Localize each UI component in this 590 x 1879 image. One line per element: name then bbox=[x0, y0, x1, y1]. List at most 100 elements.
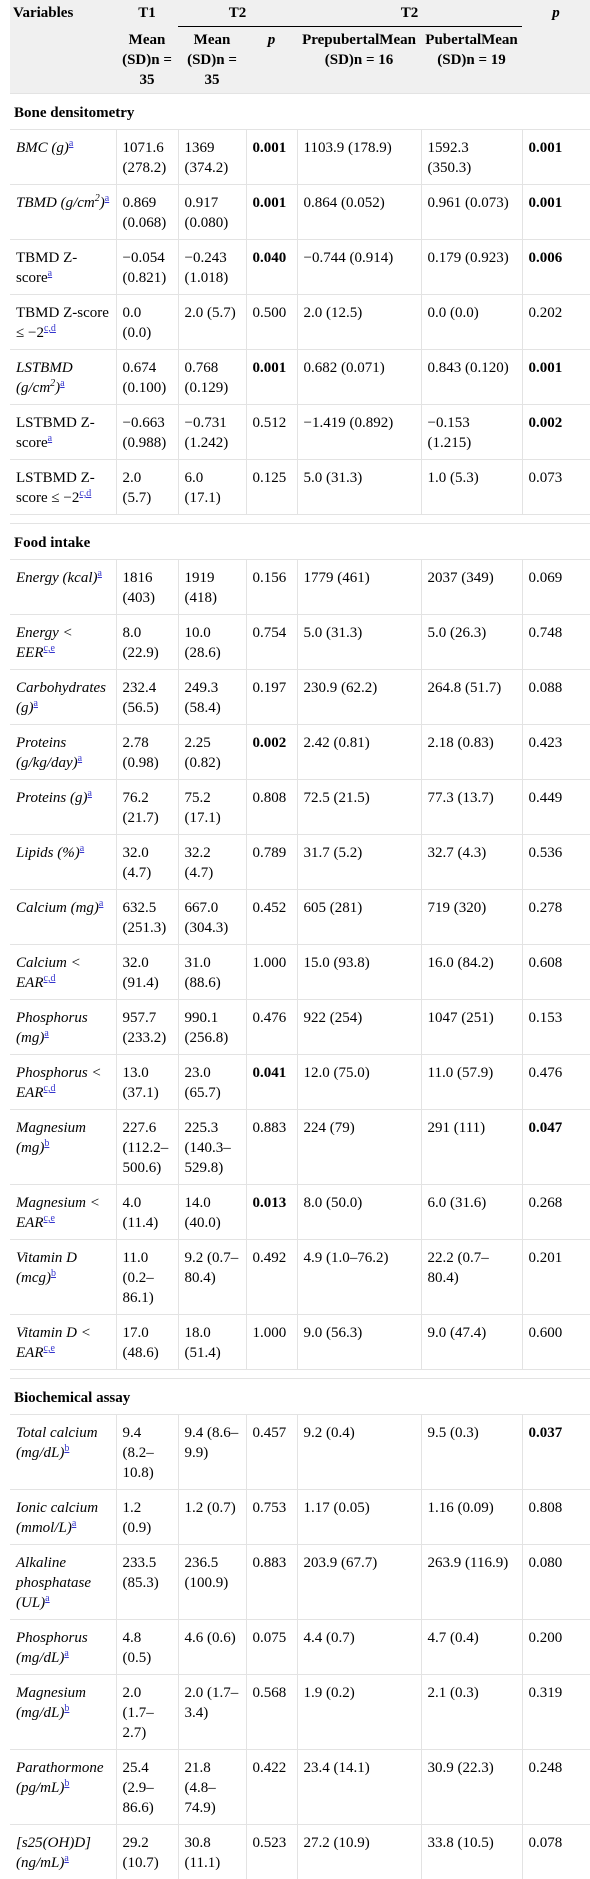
cell-t1: 11.0 (0.2–86.1) bbox=[116, 1240, 178, 1315]
footnote-link[interactable]: c,d bbox=[44, 1083, 56, 1094]
cell-p: 0.883 bbox=[246, 1545, 297, 1620]
variable-cell: Lipids (%)a bbox=[10, 835, 116, 890]
cell-p: 0.040 bbox=[246, 240, 297, 295]
footnote-link[interactable]: b bbox=[44, 1138, 49, 1149]
cell-t1: 13.0 (37.1) bbox=[116, 1055, 178, 1110]
cell-p2: 0.608 bbox=[522, 945, 590, 1000]
header-pubertal: PubertalMean (SD)n = 19 bbox=[421, 27, 522, 94]
cell-p: 0.512 bbox=[246, 405, 297, 460]
variable-cell: Vitamin D (mcg)b bbox=[10, 1240, 116, 1315]
cell-pub: 0.843 (0.120) bbox=[421, 350, 522, 405]
footnote-link[interactable]: a bbox=[64, 1853, 68, 1864]
cell-p2: 0.248 bbox=[522, 1750, 590, 1825]
footnote-link[interactable]: c,e bbox=[44, 1213, 55, 1224]
cell-p: 0.476 bbox=[246, 1000, 297, 1055]
cell-p: 1.000 bbox=[246, 945, 297, 1000]
cell-p2: 0.088 bbox=[522, 670, 590, 725]
cell-t1: 0.869 (0.068) bbox=[116, 185, 178, 240]
cell-pre: 72.5 (21.5) bbox=[297, 780, 421, 835]
footnote-link[interactable]: a bbox=[69, 138, 73, 149]
cell-pub: 9.0 (47.4) bbox=[421, 1315, 522, 1370]
cell-pub: 22.2 (0.7–80.4) bbox=[421, 1240, 522, 1315]
footnote-link[interactable]: b bbox=[64, 1443, 69, 1454]
footnote-link[interactable]: a bbox=[45, 1593, 49, 1604]
variable-cell: Magnesium (mg/dL)b bbox=[10, 1675, 116, 1750]
cell-p2: 0.319 bbox=[522, 1675, 590, 1750]
cell-t1: 76.2 (21.7) bbox=[116, 780, 178, 835]
cell-t2: 225.3 (140.3–529.8) bbox=[178, 1110, 246, 1185]
cell-pre: 1103.9 (178.9) bbox=[297, 130, 421, 185]
cell-pre: −0.744 (0.914) bbox=[297, 240, 421, 295]
footnote-link[interactable]: a bbox=[97, 568, 101, 579]
cell-p: 0.808 bbox=[246, 780, 297, 835]
cell-pub: 5.0 (26.3) bbox=[421, 615, 522, 670]
variable-cell: Calcium < EARc,d bbox=[10, 945, 116, 1000]
variable-label: Proteins (g) bbox=[16, 790, 88, 806]
cell-t1: 233.5 (85.3) bbox=[116, 1545, 178, 1620]
cell-t2: −0.731 (1.242) bbox=[178, 405, 246, 460]
footnote-link[interactable]: a bbox=[80, 843, 84, 854]
cell-p2: 0.002 bbox=[522, 405, 590, 460]
header-empty-p bbox=[522, 27, 590, 94]
footnote-link[interactable]: b bbox=[64, 1703, 69, 1714]
footnote-link[interactable]: a bbox=[78, 753, 82, 764]
footnote-link[interactable]: c,d bbox=[79, 488, 91, 499]
variable-cell: LSTBMD (g/cm2)a bbox=[10, 350, 116, 405]
cell-t1: 32.0 (4.7) bbox=[116, 835, 178, 890]
footnote-link[interactable]: a bbox=[105, 193, 109, 204]
footnote-link[interactable]: a bbox=[64, 1648, 68, 1659]
variable-cell: BMC (g)a bbox=[10, 130, 116, 185]
cell-t2: 18.0 (51.4) bbox=[178, 1315, 246, 1370]
footnote-link[interactable]: b bbox=[51, 1268, 56, 1279]
footnote-link[interactable]: a bbox=[44, 1028, 48, 1039]
footnote-link[interactable]: a bbox=[99, 898, 103, 909]
footnote-link[interactable]: a bbox=[60, 378, 64, 389]
cell-pre: 15.0 (93.8) bbox=[297, 945, 421, 1000]
cell-pre: −1.419 (0.892) bbox=[297, 405, 421, 460]
cell-pre: 23.4 (14.1) bbox=[297, 1750, 421, 1825]
footnote-link[interactable]: b bbox=[64, 1778, 69, 1789]
cell-p2: 0.200 bbox=[522, 1620, 590, 1675]
footnote-link[interactable]: a bbox=[72, 1518, 76, 1529]
footnote-link[interactable]: a bbox=[48, 433, 52, 444]
cell-pub: 2.1 (0.3) bbox=[421, 1675, 522, 1750]
variable-label: Phosphorus (mg) bbox=[16, 1010, 88, 1046]
footnote-link[interactable]: a bbox=[48, 268, 52, 279]
variable-cell: LSTBMD Z-score ≤ −2c,d bbox=[10, 460, 116, 515]
footnote-link[interactable]: c,d bbox=[44, 323, 56, 334]
cell-t2: 32.2 (4.7) bbox=[178, 835, 246, 890]
cell-p2: 0.449 bbox=[522, 780, 590, 835]
footnote-link[interactable]: a bbox=[88, 788, 92, 799]
cell-p: 0.883 bbox=[246, 1110, 297, 1185]
cell-p2: 0.001 bbox=[522, 350, 590, 405]
cell-t2: 667.0 (304.3) bbox=[178, 890, 246, 945]
variable-cell: Calcium (mg)a bbox=[10, 890, 116, 945]
section-row: Biochemical assay bbox=[10, 1379, 590, 1415]
spacer-row bbox=[10, 1370, 590, 1379]
cell-pre: 8.0 (50.0) bbox=[297, 1185, 421, 1240]
cell-p: 0.041 bbox=[246, 1055, 297, 1110]
header-variables: Variables bbox=[10, 0, 116, 27]
footnote-link[interactable]: c,d bbox=[44, 973, 56, 984]
footnote-link[interactable]: c,e bbox=[44, 643, 55, 654]
footnote-link[interactable]: a bbox=[34, 698, 38, 709]
cell-t2: 249.3 (58.4) bbox=[178, 670, 246, 725]
variable-label: Ionic calcium (mmol/L) bbox=[16, 1500, 98, 1536]
cell-pub: 1.16 (0.09) bbox=[421, 1490, 522, 1545]
cell-pub: 9.5 (0.3) bbox=[421, 1415, 522, 1490]
cell-pre: 4.9 (1.0–76.2) bbox=[297, 1240, 421, 1315]
section-row: Bone densitometry bbox=[10, 94, 590, 130]
footnote-link[interactable]: c,e bbox=[44, 1343, 55, 1354]
cell-t2: 21.8 (4.8–74.9) bbox=[178, 1750, 246, 1825]
cell-pub: 6.0 (31.6) bbox=[421, 1185, 522, 1240]
